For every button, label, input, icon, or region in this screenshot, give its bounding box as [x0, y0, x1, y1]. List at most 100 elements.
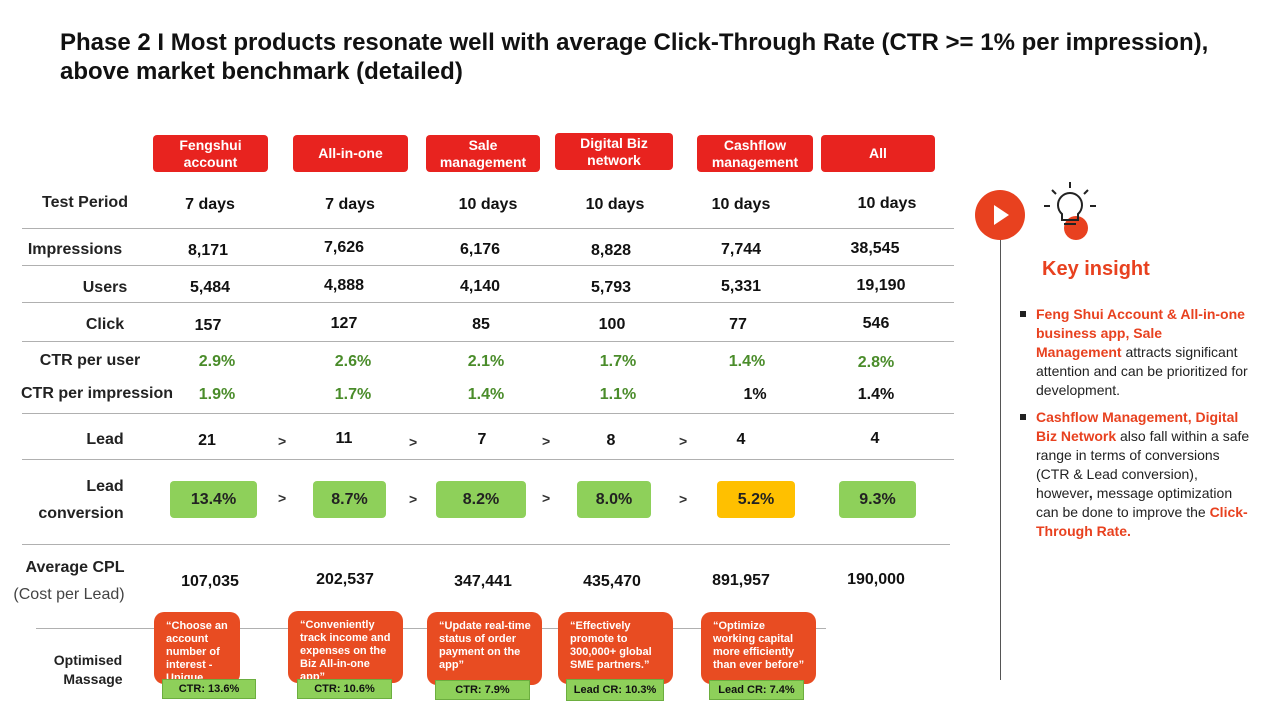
greater-than-sign: > [542, 490, 551, 506]
column-header-all: All [821, 135, 935, 172]
column-header-cashflow: Cashflow management [697, 135, 813, 172]
test-period-value: 10 days [857, 195, 917, 212]
row-label-massage: Massage [63, 671, 123, 687]
optimised-message: “Effectively promote to 300,000+ global … [558, 612, 673, 684]
message-ctr-tag: CTR: 10.6% [297, 679, 392, 699]
lead-conversion-box: 13.4% [170, 481, 257, 518]
greater-than-sign: > [409, 491, 418, 507]
test-period-value: 10 days [585, 196, 645, 213]
impressions-value: 8,171 [187, 242, 229, 259]
insight-bullet: Feng Shui Account & All-in-one business … [1018, 305, 1250, 400]
message-ctr-tag: CTR: 7.9% [435, 680, 530, 700]
avg-cpl-value: 347,441 [454, 573, 512, 590]
row-divider [22, 459, 954, 460]
ctr-impression-value: 1.1% [599, 386, 637, 403]
insight-comma: , [1088, 485, 1093, 501]
users-value: 4,140 [459, 278, 501, 295]
column-header-fengshui: Fengshui account [153, 135, 268, 172]
message-ctr-tag: CTR: 13.6% [162, 679, 256, 699]
ctr-user-value: 2.9% [198, 353, 236, 370]
impressions-value: 7,626 [323, 239, 365, 256]
click-value: 546 [862, 315, 890, 332]
message-ctr-tag: Lead CR: 10.3% [566, 679, 664, 701]
users-value: 5,331 [720, 278, 762, 295]
impressions-value: 6,176 [459, 241, 501, 258]
optimised-message: “Choose an account number of interest - … [154, 612, 240, 684]
row-label-click: Click [85, 316, 125, 333]
optimised-message: “Conveniently track income and expenses … [288, 611, 403, 683]
row-label-avg-cpl: Average CPL [25, 559, 125, 576]
row-label-test-period: Test Period [42, 194, 128, 211]
ctr-user-value: 2.8% [857, 354, 895, 371]
ctr-impression-value: 1.7% [334, 386, 372, 403]
users-value: 4,888 [323, 277, 365, 294]
optimised-message: “Optimize working capital more efficient… [701, 612, 816, 684]
lead-value: 8 [606, 432, 616, 449]
lightbulb-icon [1044, 182, 1096, 240]
impressions-value: 38,545 [850, 240, 900, 257]
insight-bullets: Feng Shui Account & All-in-one business … [1018, 305, 1250, 549]
row-label-ctr-impression: CTR per impression [20, 385, 174, 402]
row-divider [22, 544, 950, 545]
row-label-lead: Lead [86, 431, 124, 448]
row-label-avg-cpl-sub: (Cost per Lead) [13, 586, 125, 603]
greater-than-sign: > [679, 433, 688, 449]
avg-cpl-value: 435,470 [583, 573, 641, 590]
row-divider [22, 413, 954, 414]
lead-conversion-box: 8.2% [436, 481, 526, 518]
message-ctr-tag: Lead CR: 7.4% [709, 680, 804, 700]
click-value: 77 [729, 316, 747, 333]
row-divider [22, 341, 954, 342]
click-value: 127 [330, 315, 358, 332]
row-divider [22, 265, 954, 266]
lead-conversion-box: 8.0% [577, 481, 651, 518]
lead-value: 4 [870, 430, 880, 447]
lead-conversion-box: 5.2% [717, 481, 795, 518]
test-period-value: 7 days [325, 196, 375, 213]
ctr-user-value: 1.4% [728, 353, 766, 370]
greater-than-sign: > [679, 491, 688, 507]
column-header-all-in-one: All-in-one [293, 135, 408, 172]
users-value: 19,190 [856, 277, 906, 294]
test-period-value: 10 days [711, 196, 771, 213]
greater-than-sign: > [409, 434, 418, 450]
test-period-value: 7 days [185, 196, 235, 213]
row-label-optimised: Optimised [53, 652, 123, 668]
greater-than-sign: > [278, 433, 287, 449]
row-divider [22, 302, 954, 303]
ctr-user-value: 1.7% [599, 353, 637, 370]
impressions-value: 7,744 [720, 241, 762, 258]
avg-cpl-value: 202,537 [316, 571, 374, 588]
test-period-value: 10 days [458, 196, 518, 213]
lead-value: 4 [736, 431, 746, 448]
ctr-user-value: 2.6% [334, 353, 372, 370]
click-value: 100 [598, 316, 626, 333]
greater-than-sign: > [278, 490, 287, 506]
ctr-impression-value: 1.9% [198, 386, 236, 403]
ctr-impression-value: 1% [743, 386, 767, 403]
insight-highlight: Click-Through Rate [1036, 504, 1248, 539]
avg-cpl-value: 190,000 [847, 571, 905, 588]
lead-value: 11 [335, 430, 353, 447]
insight-text: attracts significant attention and can b… [1036, 344, 1248, 398]
page-title: Phase 2 I Most products resonate well wi… [60, 29, 1209, 85]
row-label-lead-conversion: Lead [86, 478, 124, 495]
insight-bullet: Cashflow Management, Digital Biz Network… [1018, 408, 1250, 541]
avg-cpl-value: 891,957 [712, 572, 770, 589]
insight-text: also fall within a safe range in terms o… [1036, 428, 1250, 501]
insight-highlight: Feng Shui Account & All-in-one business … [1036, 306, 1245, 360]
ctr-impression-value: 1.4% [857, 386, 895, 403]
click-value: 157 [194, 317, 222, 334]
insight-text: message optimization can be done to impr… [1036, 485, 1233, 520]
insight-divider [1000, 232, 1001, 680]
ctr-user-value: 2.1% [467, 353, 505, 370]
users-value: 5,484 [189, 279, 231, 296]
key-insight-title: Key insight [1042, 258, 1150, 280]
row-label-lead-conversion-2: conversion [38, 505, 124, 522]
optimised-message: “Update real-time status of order paymen… [427, 612, 542, 685]
users-value: 5,793 [590, 279, 632, 296]
lead-conversion-box: 9.3% [839, 481, 916, 518]
row-label-users: Users [82, 279, 128, 296]
row-label-impressions: Impressions [27, 241, 123, 258]
lead-conversion-box: 8.7% [313, 481, 386, 518]
